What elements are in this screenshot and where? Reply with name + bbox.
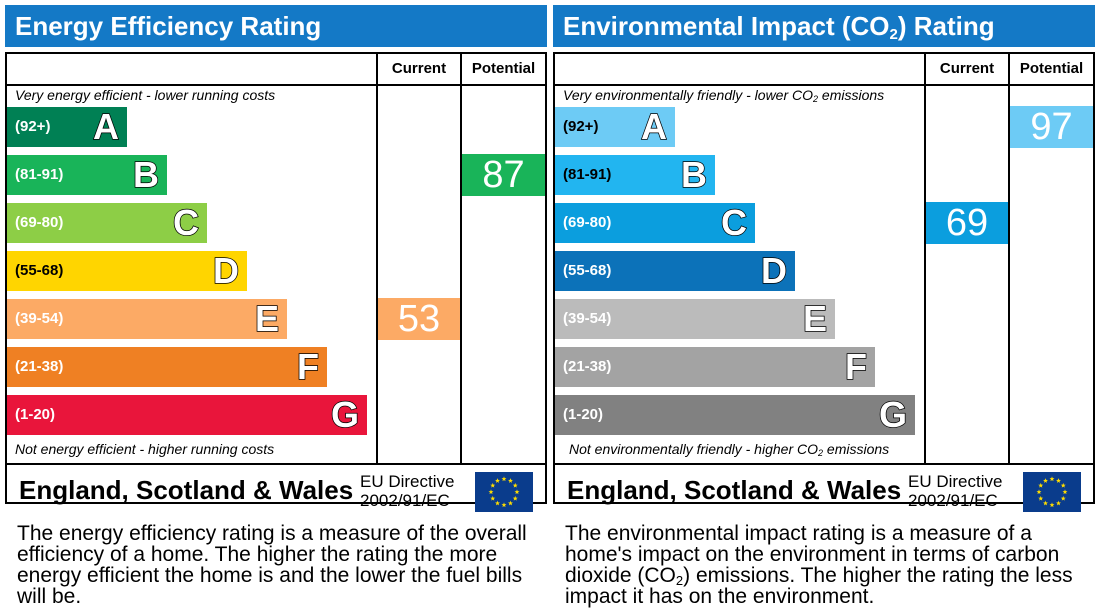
directive-line-2: 2002/91/EC [360, 491, 450, 510]
band-letter-label: E [254, 297, 280, 340]
column-header-current: Current [939, 60, 995, 77]
band-letter-label: C [720, 201, 748, 244]
bottom-caption: Not environmentally friendly - higher CO… [569, 441, 890, 458]
band-range-label: (69-80) [563, 214, 612, 231]
directive-line-1: EU Directive [360, 472, 455, 491]
column-header-potential: Potential [471, 60, 536, 77]
band-range-label: (92+) [15, 118, 51, 135]
band-b: (81-91) B [555, 153, 715, 196]
band-letter-label: A [92, 105, 120, 148]
footer-directive: EU Directive 2002/91/EC [908, 472, 1002, 510]
band-g: (1-20) G [555, 393, 915, 436]
rating-table: Current Potential Very environmentally f… [553, 52, 1095, 512]
energy-efficiency-panel: Energy Efficiency Rating Current Potenti… [5, 5, 547, 613]
directive-line-2: 2002/91/EC [908, 491, 998, 510]
band-range-label: (69-80) [15, 214, 64, 231]
band-a: (92+) A [7, 105, 127, 148]
band-c: (69-80) C [555, 201, 755, 244]
panel-title: Energy Efficiency Rating [5, 5, 547, 47]
footer-region: England, Scotland & Wales [567, 475, 902, 505]
band-letter-label: G [330, 393, 360, 436]
band-letter-label: A [640, 105, 668, 148]
panel-title: Environmental Impact (CO2) Rating [553, 5, 1095, 47]
footer-region: England, Scotland & Wales [19, 475, 354, 505]
band-e: (39-54) E [7, 297, 287, 340]
top-caption: Very energy efficient - lower running co… [15, 87, 276, 103]
description: The environmental impact rating is a mea… [565, 522, 1073, 608]
column-header-potential: Potential [1019, 60, 1084, 77]
description: The energy efficiency rating is a measur… [17, 522, 527, 608]
band-letter-label: B [132, 153, 160, 196]
band-range-label: (81-91) [563, 166, 612, 183]
band-letter-label: D [212, 249, 240, 292]
band-letter-label: G [878, 393, 908, 436]
band-range-label: (1-20) [15, 406, 56, 423]
footer-directive: EU Directive 2002/91/EC [360, 472, 454, 510]
band-range-label: (21-38) [563, 358, 612, 375]
band-c: (69-80) C [7, 201, 207, 244]
current-score: 53 [378, 298, 460, 340]
band-letter-label: F [844, 345, 868, 388]
column-header-current: Current [391, 60, 447, 77]
band-range-label: (1-20) [563, 406, 604, 423]
band-letter-label: F [296, 345, 320, 388]
directive-line-1: EU Directive [908, 472, 1003, 491]
band-f: (21-38) F [7, 345, 327, 388]
eu-flag-icon [1023, 472, 1081, 512]
band-d: (55-68) D [7, 249, 247, 292]
band-a: (92+) A [555, 105, 675, 148]
environmental-impact-panel: Environmental Impact (CO2) Rating Curren… [553, 5, 1095, 613]
band-range-label: (55-68) [15, 262, 64, 279]
band-b: (81-91) B [7, 153, 167, 196]
potential-score: 97 [1010, 106, 1093, 148]
eu-flag-icon [475, 472, 533, 512]
band-letter-label: B [680, 153, 708, 196]
band-range-label: (55-68) [563, 262, 612, 279]
rating-table: Current Potential Very energy efficient … [5, 52, 547, 512]
band-letter-label: D [760, 249, 788, 292]
band-letter-label: E [802, 297, 828, 340]
potential-score: 87 [462, 154, 545, 196]
band-range-label: (39-54) [563, 310, 612, 327]
band-e: (39-54) E [555, 297, 835, 340]
band-range-label: (92+) [563, 118, 599, 135]
band-range-label: (21-38) [15, 358, 64, 375]
band-range-label: (81-91) [15, 166, 64, 183]
band-f: (21-38) F [555, 345, 875, 388]
current-score: 69 [926, 202, 1008, 244]
top-caption: Very environmentally friendly - lower CO… [563, 87, 885, 104]
band-d: (55-68) D [555, 249, 795, 292]
band-letter-label: C [172, 201, 200, 244]
bottom-caption: Not energy efficient - higher running co… [15, 441, 275, 457]
band-range-label: (39-54) [15, 310, 64, 327]
band-g: (1-20) G [7, 393, 367, 436]
